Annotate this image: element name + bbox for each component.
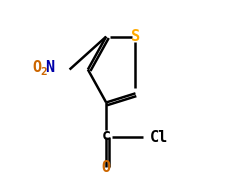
Text: Cl: Cl bbox=[150, 130, 168, 145]
Text: N: N bbox=[45, 60, 54, 75]
Text: S: S bbox=[131, 29, 140, 44]
Text: 2: 2 bbox=[40, 67, 47, 77]
Text: c: c bbox=[102, 128, 111, 143]
Text: O: O bbox=[102, 160, 111, 175]
Text: O: O bbox=[32, 60, 41, 75]
